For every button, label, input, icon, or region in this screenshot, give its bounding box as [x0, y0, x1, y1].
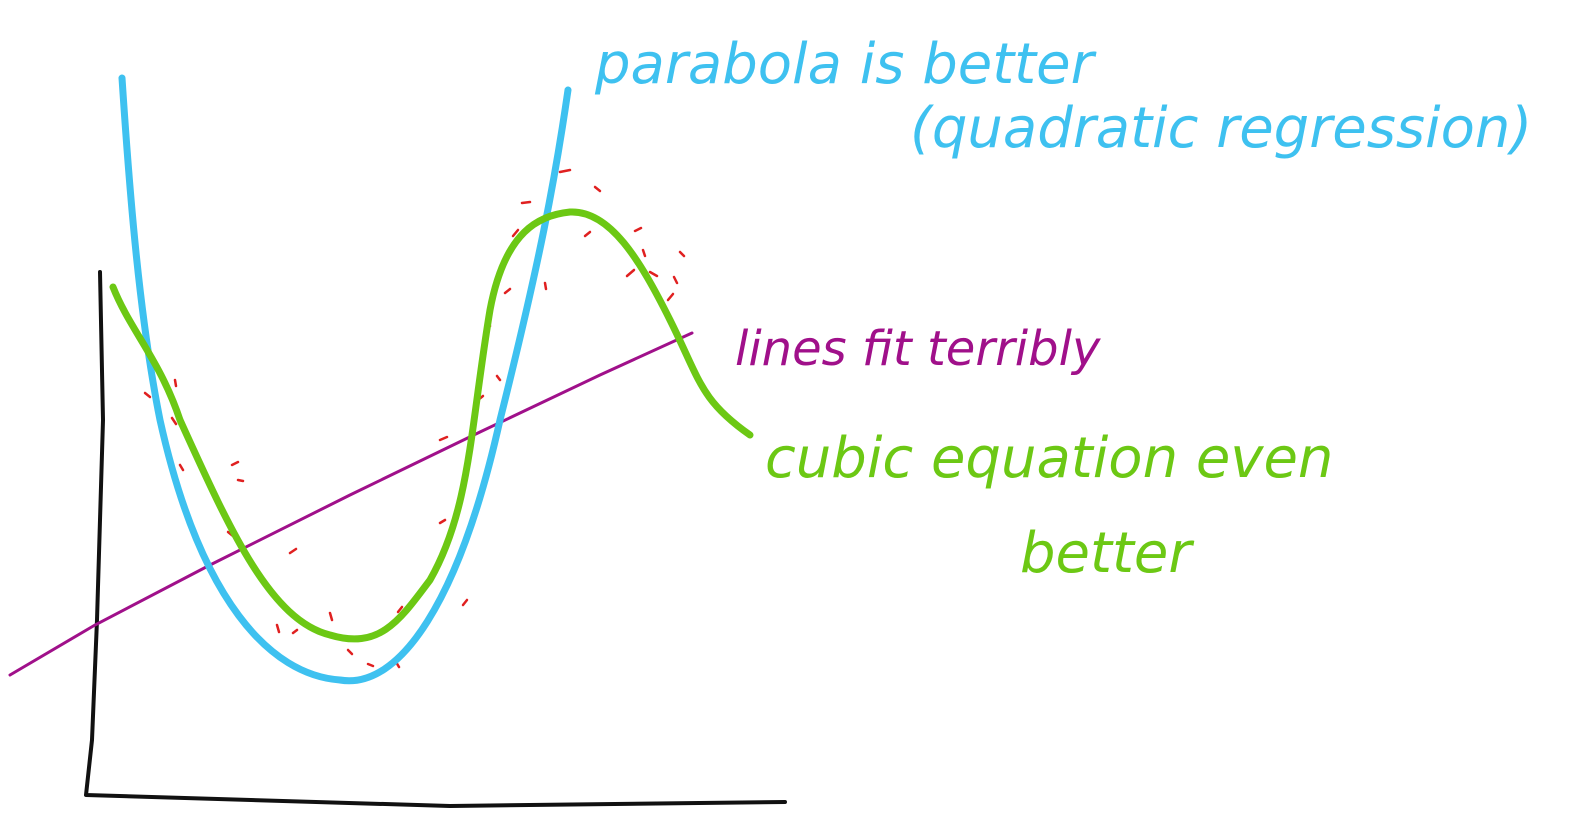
quadratic-note: (quadratic regression): [910, 96, 1532, 161]
axes: [84, 270, 787, 808]
cubic-note: cubic equation even: [765, 426, 1333, 491]
cubic-fit: [109, 208, 754, 643]
data-dashes: [143, 168, 686, 669]
line-note: lines fit terribly: [735, 321, 1101, 377]
linear-fit: [8, 331, 694, 677]
quadratic-fit: [118, 74, 572, 685]
cubic-note-better: better: [1020, 521, 1194, 586]
parabola-note: parabola is better: [594, 32, 1097, 97]
